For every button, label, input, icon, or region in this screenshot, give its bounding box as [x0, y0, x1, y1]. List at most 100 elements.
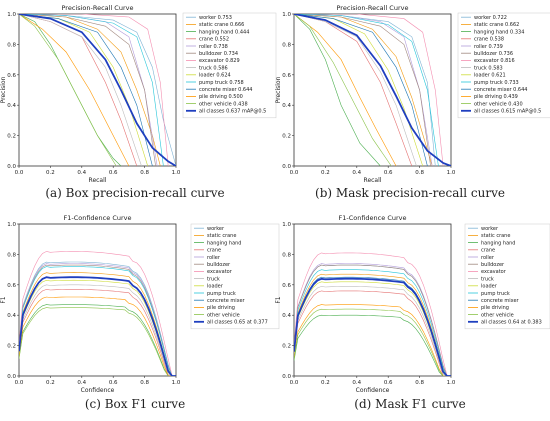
x-axis-label: Recall	[364, 177, 382, 184]
legend-item: excavator 0.816	[474, 58, 515, 64]
y-tick-label: 0.4	[7, 313, 16, 319]
legend-item: crane 0.538	[474, 37, 504, 43]
panel-d-mask-f1-curve: F1-Confidence Curve 0.0 0.2 0.4 0.6 0.8 1.0 0.0…	[275, 214, 550, 394]
caption-a: (a) Box precision-recall curve	[45, 186, 224, 200]
legend-item: excavator	[481, 269, 507, 275]
legend-item: crane	[207, 248, 221, 254]
panel-b-mask-pr-curve: Precision-Recall Curve 0.0 0.2 0.4 0.6 0.8 1.0…	[275, 4, 550, 184]
plot-frame	[18, 223, 177, 377]
series-line-pile-driving	[294, 304, 451, 376]
legend-item: roller 0.738	[199, 44, 228, 50]
legend-item: pile driving	[481, 305, 509, 311]
series-line-static-crane	[19, 272, 176, 376]
legend-item: other vehicle 0.438	[199, 101, 248, 107]
series-line-crane	[19, 289, 176, 376]
x-tick-label: 0.8	[415, 380, 424, 386]
panel-c-box-f1-curve: F1-Confidence Curve 0.0 0.2 0.4 0.6 0.8 1.0 0.0…	[0, 214, 280, 394]
legend-item: concrete mixer 0.644	[474, 87, 527, 93]
legend-item: worker	[481, 226, 499, 232]
legend-item: pile driving	[207, 305, 235, 311]
x-tick-label: 1.0	[172, 170, 181, 176]
series-line-all-classes-0-65-at-0-377	[19, 276, 176, 376]
y-axis-label: Precision	[0, 76, 7, 103]
x-tick-label: 0.6	[384, 170, 393, 176]
x-tick-label: 0.6	[109, 170, 118, 176]
series-line-static-crane	[294, 273, 451, 376]
legend-item: excavator	[207, 269, 233, 275]
legend-item: excavator 0.829	[199, 58, 240, 64]
series-line-all-classes-0-615-map-0-5	[294, 14, 451, 166]
chart-title: Precision-Recall Curve	[62, 4, 134, 12]
legend-item: roller	[207, 255, 221, 261]
x-tick-label: 0.0	[15, 380, 24, 386]
legend-item: bulldozer	[207, 262, 231, 268]
y-tick-label: 0.0	[7, 164, 16, 170]
legend-box	[182, 12, 277, 119]
series-line-bulldozer	[294, 264, 451, 376]
legend-item: roller 0.739	[474, 44, 503, 50]
y-tick-label: 0.4	[282, 103, 291, 109]
legend-item: pump truck	[481, 291, 510, 297]
y-tick-label: 0.6	[282, 73, 291, 79]
y-tick-label: 0.8	[7, 252, 16, 258]
series-line-pump-truck-0-733	[294, 14, 439, 166]
x-tick-label: 0.2	[46, 380, 55, 386]
legend-box	[457, 12, 550, 119]
series-line-truck-0-583	[294, 14, 417, 166]
legend-item: pump truck 0.733	[474, 80, 519, 86]
legend-item: all classes 0.615 mAP@0.5	[474, 109, 541, 115]
y-tick-label: 0.4	[282, 313, 291, 319]
x-tick-label: 1.0	[447, 170, 456, 176]
legend-item: roller	[481, 255, 495, 261]
x-axis-label: Confidence	[81, 387, 115, 394]
series-line-excavator-0-829	[19, 14, 169, 166]
y-tick-label: 0.0	[7, 374, 16, 380]
legend-item: loader	[481, 284, 498, 290]
series-line-bulldozer	[19, 264, 176, 376]
x-tick-label: 0.6	[109, 380, 118, 386]
x-tick-label: 0.0	[290, 380, 299, 386]
series-line-all-classes-0-64-at-0-383	[294, 277, 451, 376]
x-tick-label: 0.4	[352, 380, 361, 386]
plot-frame	[293, 223, 452, 377]
caption-d: (d) Mask F1 curve	[354, 397, 465, 411]
chart-title: Precision-Recall Curve	[337, 4, 409, 12]
legend-item: static crane	[481, 233, 510, 239]
caption-b: (b) Mask precision-recall curve	[315, 186, 505, 200]
series-line-bulldozer-0-736	[294, 14, 431, 166]
x-tick-label: 0.2	[321, 380, 330, 386]
legend-box	[190, 223, 280, 330]
y-tick-label: 0.2	[282, 344, 291, 350]
legend-item: loader 0.624	[199, 73, 231, 79]
series-line-loader	[19, 279, 176, 376]
y-tick-label: 0.0	[282, 164, 291, 170]
series-line-excavator	[294, 252, 451, 376]
legend-item: crane 0.552	[199, 37, 229, 43]
x-axis-label: Recall	[89, 177, 107, 184]
y-tick-label: 1.0	[7, 12, 16, 18]
y-tick-label: 1.0	[282, 222, 291, 228]
y-tick-label: 0.8	[282, 42, 291, 48]
series-line-all-classes-0-637-map-0-5	[19, 14, 176, 166]
legend-item: other vehicle	[207, 312, 240, 318]
y-tick-label: 0.6	[7, 283, 16, 289]
legend-item: concrete mixer	[207, 298, 246, 304]
legend-item: static crane 0.662	[474, 22, 519, 28]
y-tick-label: 0.2	[282, 134, 291, 140]
chart-title: F1-Confidence Curve	[338, 214, 406, 222]
legend-item: bulldozer 0.734	[199, 51, 238, 57]
series-line-excavator	[19, 251, 176, 376]
legend-item: other vehicle	[481, 312, 514, 318]
series-line-truck-0-586	[19, 14, 142, 166]
legend-item: pump truck	[207, 291, 236, 297]
x-tick-label: 0.6	[384, 380, 393, 386]
y-tick-label: 1.0	[282, 12, 291, 18]
x-tick-label: 0.8	[140, 380, 149, 386]
series-line-pump-truck	[294, 269, 451, 376]
x-axis-label: Confidence	[356, 387, 390, 394]
panel-a-box-pr-curve: Precision-Recall Curve 0.0 0.2 0.4 0.6 0.8 1.0…	[0, 4, 277, 184]
x-tick-label: 0.4	[352, 170, 361, 176]
legend-item: crane	[481, 248, 495, 254]
legend-item: all classes 0.637 mAP@0.5	[199, 109, 266, 115]
